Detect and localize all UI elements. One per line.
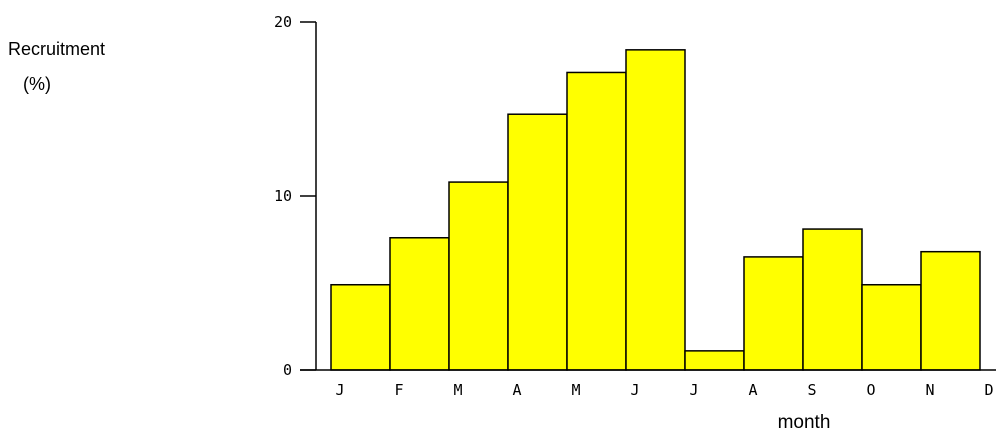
bar-7 bbox=[684, 350, 745, 371]
x-tick-label-9: S bbox=[807, 381, 816, 399]
y-tick-label-10: 10 bbox=[274, 187, 292, 205]
y-tick-label-0: 0 bbox=[283, 361, 292, 379]
bar-5 bbox=[566, 71, 627, 371]
bars-group bbox=[330, 49, 981, 371]
x-tick-label-1: J bbox=[335, 381, 344, 399]
bar-1 bbox=[330, 283, 391, 371]
x-tick-label-6: J bbox=[630, 381, 639, 399]
bar-10 bbox=[861, 283, 922, 371]
bar-3 bbox=[448, 181, 509, 371]
y-tick-label-20: 20 bbox=[274, 13, 292, 31]
y-tick-labels: 0 10 20 bbox=[274, 13, 292, 379]
x-tick-label-7: J bbox=[689, 381, 698, 399]
x-tick-label-10: O bbox=[866, 381, 875, 399]
bar-4 bbox=[507, 113, 568, 371]
x-axis-label: month bbox=[778, 412, 831, 433]
x-tick-label-3: M bbox=[453, 381, 462, 399]
y-axis-label: Recruitment (%) bbox=[8, 40, 105, 93]
x-tick-label-11: N bbox=[925, 381, 934, 399]
bar-11 bbox=[920, 250, 981, 371]
axes-group bbox=[300, 21, 996, 371]
y-axis-label-line2: (%) bbox=[23, 74, 51, 94]
x-tick-label-12: D bbox=[984, 381, 993, 399]
bar-8 bbox=[743, 256, 804, 371]
y-axis-label-line1: Recruitment bbox=[8, 39, 106, 59]
bar-2 bbox=[389, 237, 450, 371]
bar-6 bbox=[625, 49, 686, 371]
bar-9 bbox=[802, 228, 863, 371]
x-tick-label-8: A bbox=[748, 381, 757, 399]
x-tick-label-4: A bbox=[512, 381, 521, 399]
x-tick-label-5: M bbox=[571, 381, 580, 399]
x-tick-label-2: F bbox=[394, 381, 403, 399]
